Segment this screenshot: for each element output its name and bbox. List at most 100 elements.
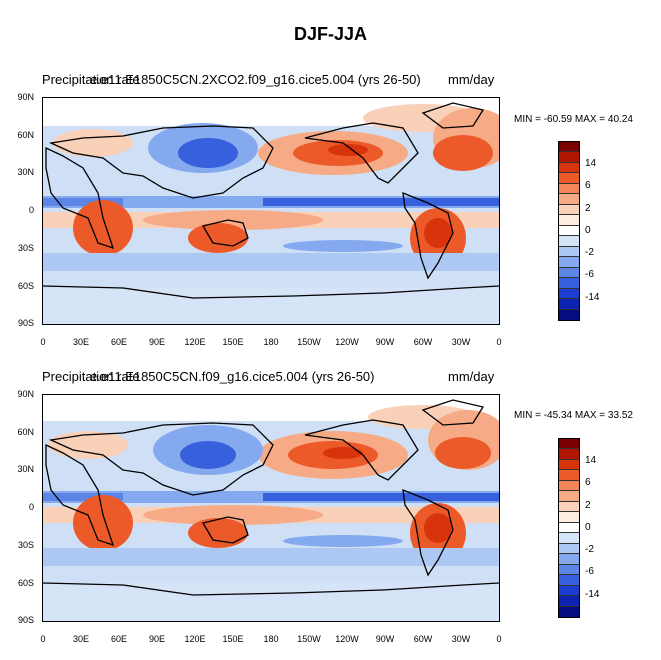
colorbar-swatch (559, 288, 579, 300)
lat-label: 30S (17, 243, 34, 253)
colorbar-label: -14 (585, 292, 600, 303)
colorbar-swatch (559, 449, 579, 460)
lon-label: 180 (263, 634, 279, 644)
lon-label: 150E (222, 634, 244, 644)
colorbar-label: -2 (585, 247, 594, 258)
colorbar-swatch (559, 142, 579, 153)
panel-variable-title: Precipitation rate (42, 369, 140, 384)
colorbar-swatch (559, 309, 579, 320)
colorbar-swatch (559, 522, 579, 534)
map-canvas (43, 98, 499, 324)
lon-label: 0 (496, 337, 502, 347)
panel-case-title: e.e11.E1850C5CN.f09_g16.cice5.004 (yrs 2… (90, 369, 375, 384)
lon-label: 60W (413, 634, 433, 644)
colorbar-label: -6 (585, 269, 594, 280)
panel-variable-title: Precipitation rate (42, 72, 140, 87)
colorbar-swatch (559, 606, 579, 617)
lat-label: 90N (17, 92, 34, 102)
colorbar-swatch (559, 204, 579, 216)
lon-label: 180 (263, 337, 279, 347)
lon-label: 60W (413, 337, 433, 347)
colorbar-swatch (559, 267, 579, 279)
lon-label: 30W (451, 634, 471, 644)
lon-label: 120W (335, 337, 359, 347)
lat-label: 90N (17, 389, 34, 399)
colorbar-label: 2 (585, 203, 591, 214)
colorbar-swatch (559, 554, 579, 565)
lon-label: 90E (148, 337, 165, 347)
colorbar-swatch (559, 152, 579, 163)
lon-label: 0 (40, 634, 46, 644)
lon-label: 60E (110, 337, 127, 347)
colorbar-swatch (559, 162, 579, 174)
colorbar-swatch (559, 439, 579, 450)
panel-units: mm/day (448, 369, 495, 384)
panel-minmax: MIN = -45.34 MAX = 33.52 (514, 410, 633, 421)
figure-title: DJF-JJA (293, 24, 368, 44)
lon-label: 120W (335, 634, 359, 644)
lon-label: 150W (297, 337, 321, 347)
colorbar (558, 438, 580, 618)
lat-label: 0 (28, 502, 34, 512)
colorbar-label: 14 (585, 455, 597, 466)
colorbar-swatch (559, 585, 579, 597)
lon-label: 150W (297, 634, 321, 644)
colorbar-label: 14 (585, 158, 597, 169)
lon-label: 120E (184, 634, 206, 644)
colorbar-swatch (559, 257, 579, 268)
colorbar-label: 0 (585, 522, 591, 533)
panel-units: mm/day (448, 72, 495, 87)
lon-label: 30E (72, 337, 89, 347)
colorbar-swatch (559, 194, 579, 205)
lat-label: 30N (17, 464, 34, 474)
lat-label: 90S (17, 318, 34, 328)
lon-label: 150E (222, 337, 244, 347)
colorbar-label: 6 (585, 180, 591, 191)
colorbar-swatch (559, 225, 579, 237)
lon-label: 120E (184, 337, 206, 347)
colorbar-label: 2 (585, 500, 591, 511)
lon-label: 90E (148, 634, 165, 644)
colorbar-label: -6 (585, 566, 594, 577)
colorbar-label: -2 (585, 544, 594, 555)
lon-label: 90W (375, 337, 395, 347)
panel-case-title: e.e11.E1850C5CN.2XCO2.f09_g16.cice5.004 … (90, 72, 421, 87)
colorbar-swatch (559, 596, 579, 607)
colorbar-swatch (559, 543, 579, 555)
colorbar-swatch (559, 173, 579, 184)
colorbar-swatch (559, 215, 579, 226)
precip-map (42, 394, 500, 622)
colorbar-swatch (559, 470, 579, 481)
colorbar-swatch (559, 501, 579, 513)
lat-label: 60S (17, 281, 34, 291)
lon-label: 0 (496, 634, 502, 644)
lat-label: 60N (17, 427, 34, 437)
colorbar-label: 6 (585, 477, 591, 488)
panel-bottom: Precipitation rate e.e11.E1850C5CN.f09_g… (0, 296, 661, 660)
colorbar-swatch (559, 459, 579, 471)
colorbar-swatch (559, 491, 579, 502)
lat-label: 60N (17, 130, 34, 140)
lat-label: 0 (28, 205, 34, 215)
lon-label: 0 (40, 337, 46, 347)
panel-minmax: MIN = -60.59 MAX = 40.24 (514, 114, 633, 125)
colorbar-swatch (559, 480, 579, 492)
panel-top: Precipitation rate e.e11.E1850C5CN.2XCO2… (17, 72, 633, 347)
colorbar (558, 141, 580, 321)
lat-label: 90S (17, 615, 34, 625)
lon-label: 90W (375, 634, 395, 644)
colorbar-swatch (559, 512, 579, 523)
colorbar-swatch (559, 236, 579, 247)
lon-label: 60E (110, 634, 127, 644)
colorbar-label: -14 (585, 589, 600, 600)
lat-label: 60S (17, 578, 34, 588)
colorbar-swatch (559, 299, 579, 310)
precip-map (42, 97, 500, 325)
colorbar-swatch (559, 533, 579, 544)
lon-label: 30W (451, 337, 471, 347)
map-canvas (43, 395, 499, 621)
colorbar-swatch (559, 564, 579, 576)
colorbar-swatch (559, 246, 579, 258)
lon-label: 30E (72, 634, 89, 644)
lat-label: 30N (17, 167, 34, 177)
